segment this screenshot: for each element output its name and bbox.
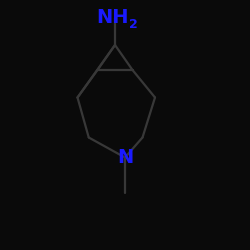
Text: N: N [117,148,133,167]
Text: 2: 2 [130,18,138,31]
Text: NH: NH [96,8,129,27]
